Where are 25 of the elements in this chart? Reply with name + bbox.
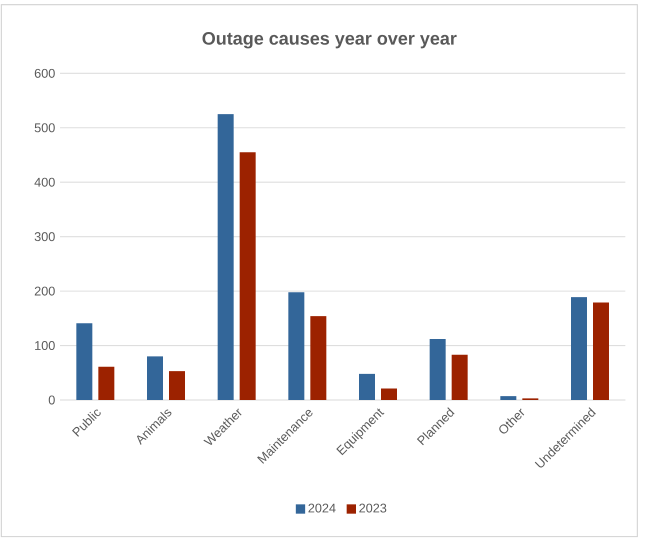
y-tick-label: 100	[35, 341, 55, 350]
bar	[147, 356, 163, 400]
bar	[500, 396, 516, 400]
bar	[288, 292, 304, 400]
y-tick-label: 400	[34, 178, 55, 187]
bar	[593, 302, 609, 400]
bar	[310, 316, 326, 400]
bar	[98, 366, 114, 400]
y-tick-label: 200	[34, 286, 55, 296]
bar	[169, 371, 186, 400]
legend-label: 2024	[308, 504, 336, 513]
bar	[76, 323, 92, 400]
y-tick-label: 0	[48, 396, 55, 404]
y-tick-label: 300	[34, 232, 55, 242]
bar	[452, 354, 468, 400]
bar	[218, 114, 234, 400]
bar	[240, 152, 256, 400]
chart-title: Outage causes year over year	[202, 32, 457, 48]
bar	[381, 388, 397, 400]
y-tick-label: 500	[34, 123, 55, 132]
y-tick-label: 600	[34, 68, 55, 78]
bar	[570, 297, 587, 400]
bar	[359, 374, 375, 400]
bar	[430, 339, 446, 400]
legend-label: 2023	[359, 504, 386, 513]
